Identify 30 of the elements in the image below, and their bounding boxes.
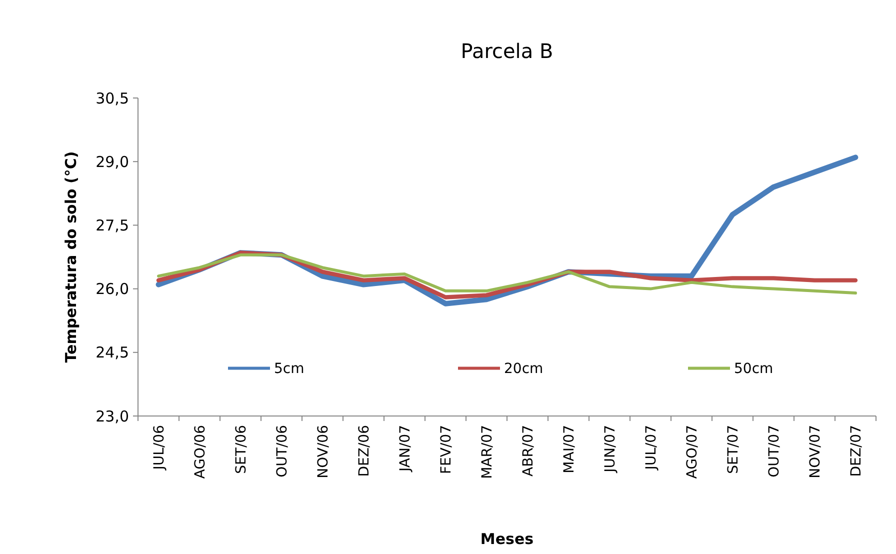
legend-label: 20cm — [504, 361, 544, 378]
y-tick-label: 29,0 — [96, 152, 129, 171]
x-tick-label: DEZ/07 — [848, 425, 864, 477]
x-tick-label: FEV/07 — [438, 425, 454, 474]
y-tick-label: 27,5 — [96, 216, 129, 234]
x-tick-label: JUL/06 — [151, 424, 168, 471]
y-axis-title: Temperatura do solo (°C) — [62, 151, 80, 363]
x-tick-label: MAR/07 — [479, 425, 496, 479]
x-axis-title: Meses — [480, 530, 534, 548]
x-tick-label: AGO/06 — [192, 424, 208, 479]
legend-label: 50cm — [734, 361, 774, 378]
x-tick-label: OUT/07 — [766, 425, 782, 478]
x-tick-label: JUL/07 — [643, 425, 660, 471]
x-tick-label: JUN/07 — [602, 425, 618, 474]
x-tick-label: MAI/07 — [561, 425, 578, 474]
x-tick-label: JAN/07 — [397, 425, 414, 472]
x-tick-label: OUT/06 — [274, 424, 290, 478]
y-tick-label: 26,0 — [96, 280, 129, 298]
legend-label: 5cm — [274, 361, 304, 378]
x-tick-label: AGO/07 — [684, 425, 700, 479]
y-tick-label: 24,5 — [96, 344, 129, 362]
y-tick-label: 23,0 — [96, 407, 129, 426]
x-tick-label: ABR/07 — [520, 425, 536, 476]
x-tick-label: SET/06 — [233, 424, 250, 474]
x-tick-label: NOV/07 — [807, 425, 824, 478]
chart-title: Parcela B — [460, 39, 554, 63]
x-tick-label: DEZ/06 — [356, 424, 372, 477]
x-tick-label: NOV/06 — [315, 424, 332, 478]
x-tick-label: SET/07 — [725, 425, 742, 474]
y-tick-label: 30,5 — [96, 89, 129, 108]
